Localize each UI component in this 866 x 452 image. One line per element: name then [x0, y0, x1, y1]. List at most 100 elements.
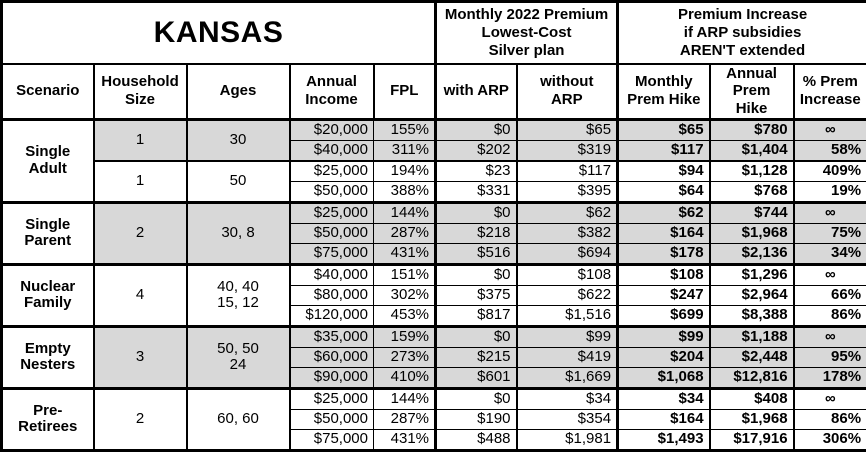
monthly-hike-cell: $1,068	[618, 367, 710, 388]
with-arp-cell: $0	[436, 388, 517, 409]
monthly-hike-cell: $699	[618, 305, 710, 326]
without-arp-cell: $319	[517, 140, 618, 161]
without-arp-cell: $65	[517, 119, 618, 140]
monthly-hike-cell: $178	[618, 243, 710, 264]
ages-cell: 60, 60	[187, 388, 290, 450]
annual-hike-cell: $408	[710, 388, 794, 409]
monthly-hike-cell: $117	[618, 140, 710, 161]
premium-group-header: Monthly 2022 Premium Lowest-Cost Silver …	[436, 2, 618, 64]
with-arp-cell: $516	[436, 243, 517, 264]
col-header-without-arp: without ARP	[517, 64, 618, 120]
income-cell: $75,000	[290, 243, 374, 264]
income-cell: $80,000	[290, 285, 374, 305]
monthly-hike-cell: $1,493	[618, 429, 710, 450]
with-arp-cell: $601	[436, 367, 517, 388]
pct-increase-cell: 34%	[794, 243, 866, 264]
with-arp-cell: $202	[436, 140, 517, 161]
with-arp-cell: $331	[436, 181, 517, 202]
col-header-monthly-prem-hike: Monthly Prem Hike	[618, 64, 710, 120]
without-arp-cell: $1,981	[517, 429, 618, 450]
income-cell: $35,000	[290, 326, 374, 347]
state-title: KANSAS	[2, 2, 436, 64]
annual-hike-cell: $8,388	[710, 305, 794, 326]
col-header-scenario: Scenario	[2, 64, 94, 120]
income-cell: $120,000	[290, 305, 374, 326]
with-arp-cell: $190	[436, 409, 517, 429]
col-header-pct-prem-increase: % Prem Increase	[794, 64, 866, 120]
annual-hike-cell: $17,916	[710, 429, 794, 450]
with-arp-cell: $0	[436, 326, 517, 347]
pct-increase-cell: ∞	[794, 119, 866, 140]
fpl-cell: 287%	[374, 409, 436, 429]
table-header: KANSAS Monthly 2022 Premium Lowest-Cost …	[2, 2, 866, 120]
fpl-cell: 159%	[374, 326, 436, 347]
ages-cell: 40, 40 15, 12	[187, 264, 290, 326]
fpl-cell: 311%	[374, 140, 436, 161]
income-cell: $75,000	[290, 429, 374, 450]
pct-increase-cell: ∞	[794, 202, 866, 223]
pct-increase-cell: ∞	[794, 388, 866, 409]
pct-increase-cell: 306%	[794, 429, 866, 450]
pct-increase-cell: ∞	[794, 264, 866, 285]
scenario-cell: Single Adult	[2, 119, 94, 202]
without-arp-cell: $99	[517, 326, 618, 347]
fpl-cell: 144%	[374, 388, 436, 409]
ages-cell: 50	[187, 161, 290, 203]
without-arp-cell: $382	[517, 223, 618, 243]
fpl-cell: 194%	[374, 161, 436, 182]
with-arp-cell: $0	[436, 119, 517, 140]
monthly-hike-cell: $62	[618, 202, 710, 223]
annual-hike-cell: $780	[710, 119, 794, 140]
with-arp-cell: $488	[436, 429, 517, 450]
annual-hike-cell: $12,816	[710, 367, 794, 388]
pct-increase-cell: 409%	[794, 161, 866, 182]
without-arp-cell: $622	[517, 285, 618, 305]
with-arp-cell: $0	[436, 264, 517, 285]
fpl-cell: 431%	[374, 243, 436, 264]
col-header-with-arp: with ARP	[436, 64, 517, 120]
monthly-hike-cell: $34	[618, 388, 710, 409]
monthly-hike-cell: $108	[618, 264, 710, 285]
annual-hike-cell: $1,188	[710, 326, 794, 347]
pct-increase-cell: 86%	[794, 409, 866, 429]
with-arp-cell: $0	[436, 202, 517, 223]
scenario-cell: Pre- Retirees	[2, 388, 94, 450]
table-title-row: KANSAS Monthly 2022 Premium Lowest-Cost …	[2, 2, 866, 64]
annual-hike-cell: $2,448	[710, 347, 794, 367]
pct-increase-cell: 178%	[794, 367, 866, 388]
without-arp-cell: $419	[517, 347, 618, 367]
annual-hike-cell: $1,968	[710, 409, 794, 429]
scenario-cell: Empty Nesters	[2, 326, 94, 388]
annual-hike-cell: $1,296	[710, 264, 794, 285]
scenario-cell: Nuclear Family	[2, 264, 94, 326]
household-size-cell: 1	[94, 119, 187, 161]
pct-increase-cell: 95%	[794, 347, 866, 367]
income-cell: $40,000	[290, 264, 374, 285]
with-arp-cell: $817	[436, 305, 517, 326]
without-arp-cell: $1,669	[517, 367, 618, 388]
column-header-row: Scenario Household Size Ages Annual Inco…	[2, 64, 866, 120]
household-size-cell: 1	[94, 161, 187, 203]
without-arp-cell: $1,516	[517, 305, 618, 326]
annual-hike-cell: $768	[710, 181, 794, 202]
income-cell: $50,000	[290, 181, 374, 202]
fpl-cell: 453%	[374, 305, 436, 326]
without-arp-cell: $395	[517, 181, 618, 202]
without-arp-cell: $354	[517, 409, 618, 429]
income-cell: $50,000	[290, 223, 374, 243]
col-header-annual-income: Annual Income	[290, 64, 374, 120]
income-cell: $25,000	[290, 388, 374, 409]
with-arp-cell: $375	[436, 285, 517, 305]
col-header-fpl: FPL	[374, 64, 436, 120]
monthly-hike-cell: $64	[618, 181, 710, 202]
annual-hike-cell: $2,136	[710, 243, 794, 264]
without-arp-cell: $108	[517, 264, 618, 285]
income-cell: $20,000	[290, 119, 374, 140]
with-arp-cell: $215	[436, 347, 517, 367]
household-size-cell: 4	[94, 264, 187, 326]
fpl-cell: 388%	[374, 181, 436, 202]
